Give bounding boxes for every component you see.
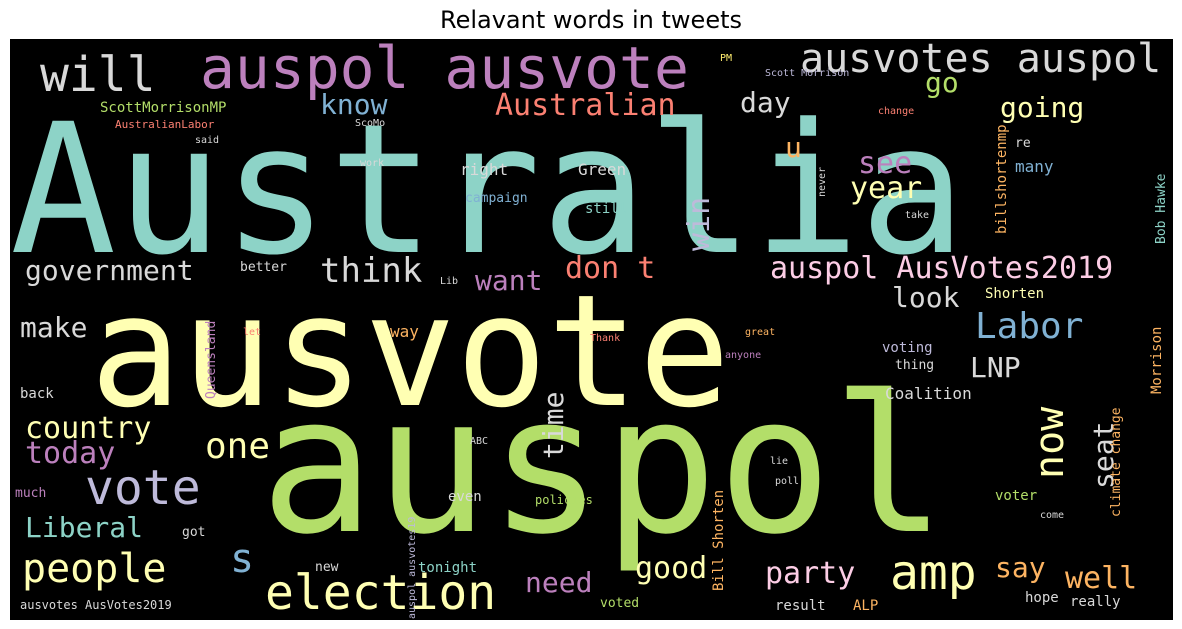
word-auspol-ausvotes2019: auspol AusVotes2019 — [770, 251, 1114, 286]
word-need: need — [525, 566, 593, 599]
word-make: make — [20, 311, 88, 344]
word-know: know — [320, 88, 388, 121]
word-people: people — [22, 546, 167, 592]
word-want: want — [475, 264, 543, 297]
word-ausvotes-auspol: ausvotes auspol — [800, 39, 1162, 82]
word-new: new — [315, 560, 339, 575]
word-auspol: auspol — [260, 355, 947, 576]
word-result: result — [775, 598, 826, 614]
word-work: work — [360, 158, 385, 169]
word-green: Green — [578, 160, 627, 179]
word-australia: Australia — [10, 86, 966, 295]
word-policies: policies — [535, 493, 593, 507]
word-great: great — [745, 327, 776, 338]
word-voting: voting — [882, 340, 933, 356]
word-lib: Lib — [440, 276, 459, 287]
word-take: take — [905, 210, 930, 221]
word-auspol-ausvote: auspol ausvote — [200, 39, 689, 102]
word-abc: ABC — [470, 436, 489, 447]
word-never: never — [817, 166, 828, 197]
word-ausvote: ausvote — [90, 261, 731, 442]
word-don-t: don t — [565, 251, 656, 286]
word-still: still — [585, 201, 628, 217]
word-australianlabor: AustralianLabor — [115, 118, 215, 131]
word-good: good — [635, 551, 708, 586]
word-scott-morrison: Scott Morrison — [765, 68, 850, 79]
word-much: much — [15, 486, 47, 501]
word-one: one — [205, 426, 271, 467]
word-lnp: LNP — [970, 351, 1021, 384]
word-got: got — [182, 525, 206, 540]
word-coalition: Coalition — [885, 384, 972, 403]
word-re: re — [1015, 136, 1031, 151]
word-pm: PM — [720, 53, 733, 64]
word-s: s — [230, 536, 255, 582]
word-election: election — [265, 565, 497, 620]
word-cloud: Australia ausvote auspol auspol ausvote ausv… — [10, 39, 1173, 620]
word-day: day — [740, 86, 791, 119]
word-voted: voted — [600, 596, 640, 611]
word-climate-change: climate change — [1109, 407, 1124, 517]
word-think: think — [320, 251, 423, 291]
word-going: going — [1000, 91, 1085, 124]
word-said: said — [195, 135, 220, 146]
word-right: right — [460, 160, 509, 179]
word-government: government — [25, 254, 194, 287]
word-liberal: Liberal — [25, 511, 144, 544]
word-really: really — [1070, 594, 1121, 610]
word-now: now — [1027, 406, 1073, 479]
word-change: change — [878, 106, 915, 117]
word-back: back — [20, 386, 54, 402]
word-tonight: tonight — [418, 560, 478, 576]
word-year: year — [850, 171, 923, 206]
word-win: win — [682, 196, 717, 251]
word-come: come — [1040, 510, 1065, 521]
word-alp: ALP — [853, 598, 879, 614]
word-australian: Australian — [495, 88, 676, 123]
word-bill-shorten: Bill Shorten — [711, 489, 727, 591]
word-better: better — [240, 260, 287, 275]
word-u: u — [785, 131, 802, 164]
word-see: see — [858, 146, 913, 181]
word-morrison: Morrison — [1149, 326, 1165, 394]
word-thank: Thank — [590, 333, 621, 344]
word-say: say — [995, 551, 1046, 584]
word-scomo: ScoMo — [355, 118, 386, 129]
word-amp: amp — [890, 545, 977, 601]
word-lie: lie — [770, 456, 789, 467]
word-queensland: Queensland — [204, 320, 219, 399]
word-vote: vote — [85, 460, 201, 516]
word-shorten: Shorten — [985, 286, 1045, 302]
word-will: will — [40, 47, 156, 103]
word-party: party — [765, 556, 856, 591]
figure-title: Relavant words in tweets — [439, 6, 742, 34]
word-poll: poll — [775, 476, 800, 487]
word-voter: voter — [995, 488, 1038, 504]
word-ausvotes-ausvotes2019: ausvotes AusVotes2019 — [20, 598, 172, 612]
word-thing: thing — [895, 358, 935, 373]
word-anyone: anyone — [725, 350, 762, 361]
word-go: go — [925, 66, 959, 99]
word-many: many — [1015, 157, 1054, 176]
word-billshortenmp: billshortenmp — [994, 124, 1010, 234]
word-way: way — [390, 322, 419, 341]
word-campaign: campaign — [465, 191, 528, 206]
word-time: time — [537, 391, 570, 459]
word-auspol-ausvotes19: auspol ausvotes19 — [407, 516, 418, 619]
word-even: even — [448, 489, 482, 505]
word-look: look — [892, 281, 960, 314]
word-scottmorrisonmp: ScottMorrisonMP — [100, 100, 227, 116]
word-country: country — [25, 411, 152, 446]
word-bob-hawke: Bob Hawke — [1154, 173, 1169, 244]
word-hope: hope — [1025, 590, 1059, 606]
word-labor: Labor — [975, 306, 1084, 347]
word-well: well — [1065, 561, 1138, 596]
word-today: today — [25, 436, 116, 471]
word-let: let — [243, 327, 262, 338]
